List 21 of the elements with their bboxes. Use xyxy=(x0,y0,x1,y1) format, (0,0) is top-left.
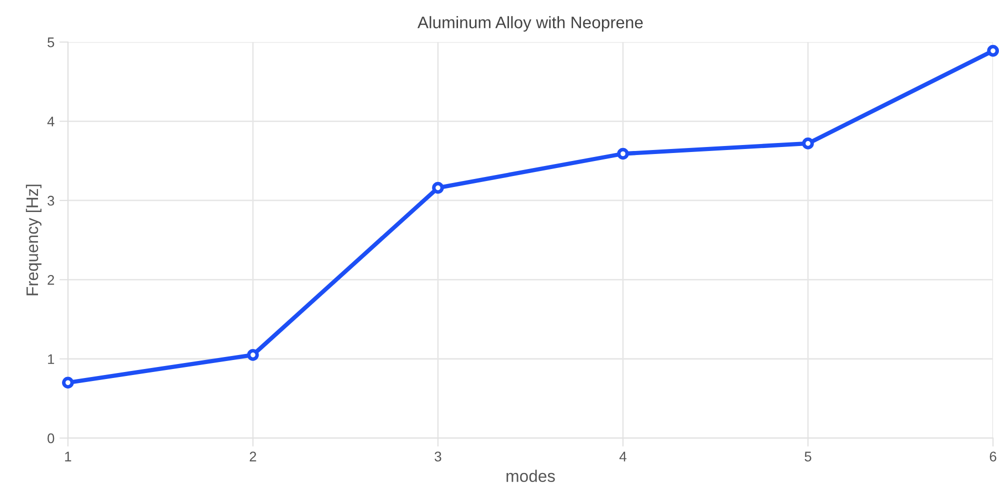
point xyxy=(617,148,629,160)
y-axis-title: Frequency [Hz] xyxy=(26,184,42,296)
chart-title: Aluminum Alloy with Neoprene xyxy=(417,16,643,32)
x-tick-label: 4 xyxy=(619,452,626,462)
y-tick-label: 1 xyxy=(48,354,54,364)
y-tick-label: 4 xyxy=(47,116,54,126)
point xyxy=(62,376,74,389)
y-tick-label: 5 xyxy=(48,38,54,48)
x-tick-label: 2 xyxy=(250,452,256,462)
x-tick-label: 3 xyxy=(434,452,442,462)
point xyxy=(432,182,444,194)
point xyxy=(247,349,259,361)
x-tick-label: 5 xyxy=(804,452,812,462)
y-tick-label: 3 xyxy=(48,196,54,206)
y-tick-label: 2 xyxy=(48,275,54,285)
y-tick-label: 0 xyxy=(48,433,54,444)
x-tick-label: 6 xyxy=(990,452,996,462)
point xyxy=(802,138,814,150)
x-tick-label: 1 xyxy=(65,452,72,462)
point xyxy=(987,44,999,57)
x-axis-title: modes xyxy=(506,470,555,482)
